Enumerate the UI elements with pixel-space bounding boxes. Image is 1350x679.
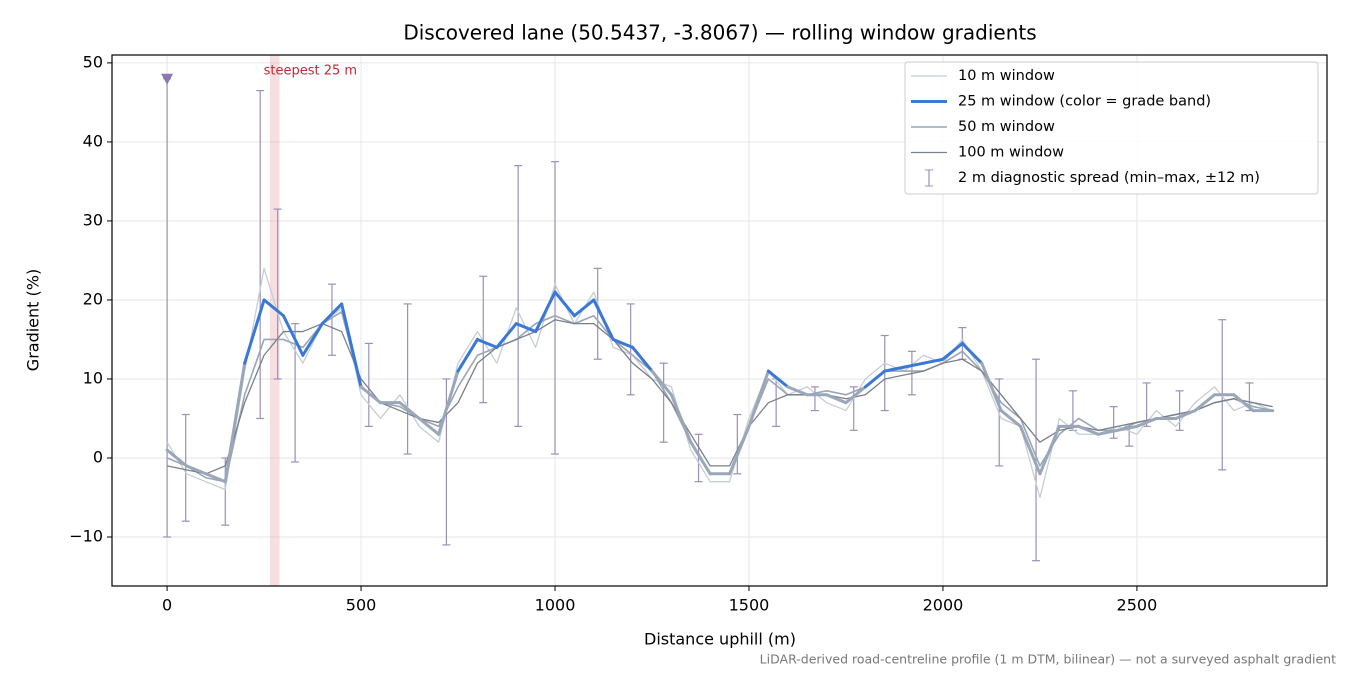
x-tick-label: 1000 [535,596,576,615]
legend-label: 10 m window [958,68,1055,84]
x-axis-label: Distance uphill (m) [644,630,796,649]
series-line-segment [475,337,499,349]
y-tick-label: 50 [83,52,103,71]
series-line-segment [359,385,382,405]
series-line-segment [1193,393,1216,413]
series-line-segment [611,337,635,349]
x-tick-label: 2000 [923,596,964,615]
series-line-segment [766,369,790,389]
x-tick-label: 1500 [729,596,770,615]
y-tick-label: −10 [69,527,103,546]
series-line-segment [844,385,867,405]
series-line-segment [825,393,848,405]
series-line-segment [1135,416,1158,428]
series-line-segment [1019,424,1042,476]
series-line-segment [184,464,208,476]
series-line-segment [456,337,479,373]
series-line-segment [1232,393,1255,413]
series-line-segment [786,385,809,397]
chart-title: Discovered lane (50.5437, -3.8067) — rol… [403,21,1036,45]
series-line-segment [1077,424,1100,436]
series-line-segment [1038,424,1061,476]
series-line-segment [728,424,751,476]
series-line-segment [941,341,964,361]
legend-label: 100 m window [958,145,1064,161]
series-line-segment [1174,409,1197,420]
series-line-segment [514,322,538,334]
series-line-segment [204,472,227,484]
highlight-label: steepest 25 m [264,64,357,79]
series-line [166,319,1273,475]
series-line-segment [281,314,305,357]
series-line-segment [437,369,460,436]
series-line-segment [883,365,906,373]
series-line-segment [650,369,673,397]
series-line-segment [262,298,285,318]
series-line-segment [631,345,654,373]
series-line-segment [417,416,441,436]
plot-frame [111,54,1328,587]
legend-box [904,61,1319,195]
y-tick-label: 20 [83,289,103,308]
y-tick-label: 30 [83,210,103,229]
series-line-segment [340,302,363,389]
series-line-segment [398,401,421,420]
series-line-segment [669,393,693,444]
series-line-segment [747,369,770,428]
series-line-segment [980,361,1003,413]
series-line-segment [320,302,344,326]
series-line-segment [960,341,984,365]
x-tick-label: 2500 [1117,596,1158,615]
series-line-segment [572,298,596,318]
series-line-segment [223,361,247,484]
x-tick-label: 500 [346,596,377,615]
series-line-segment [534,290,557,334]
y-tick-label: 10 [83,368,103,387]
series-line-segment [165,448,188,468]
x-tick-label: 0 [162,596,172,615]
series-line-segment [1116,424,1139,432]
series-line-segment [922,357,945,365]
series-line-segment [553,290,576,318]
series-line-segment [863,369,887,389]
y-tick-label: 40 [83,131,103,150]
legend-label: 25 m window (color = grade band) [958,94,1211,110]
series-line-segment [1096,428,1120,436]
series-line-segment [689,440,712,476]
legend-label: 2 m diagnostic spread (min–max, ±12 m) [958,170,1260,186]
peak-marker [161,73,174,85]
series-line-segment [301,322,324,357]
y-axis-label: Gradient (%) [24,269,43,371]
series-line-segment [592,298,615,341]
legend-label: 50 m window [958,119,1055,135]
series-line-segment [495,322,518,349]
series-line-segment [243,298,266,365]
series-line-segment [999,409,1023,428]
footnote: LiDAR-derived road-centreline profile (1… [760,652,1336,667]
y-tick-label: 0 [93,447,103,466]
series-line-segment [902,361,926,369]
highlight-span [269,55,280,586]
